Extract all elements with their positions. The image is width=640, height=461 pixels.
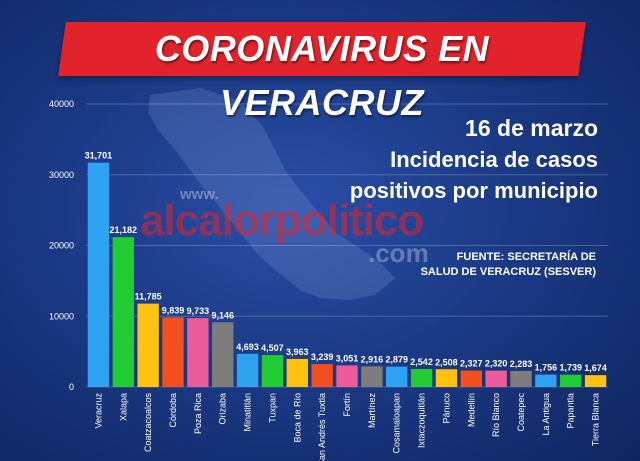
- bar-value-label: 9,839: [162, 305, 185, 315]
- bar-value-label: 3,963: [286, 347, 309, 357]
- x-category-label: Córdoba: [168, 393, 178, 428]
- bar-value-label: 2,916: [361, 354, 384, 364]
- x-category-label: Minatitlán: [243, 393, 253, 432]
- x-category-label: Fortín: [342, 393, 352, 417]
- bar: [361, 366, 383, 387]
- bar-value-label: 2,508: [435, 357, 458, 367]
- bar-value-label: 3,051: [336, 353, 359, 363]
- bar-value-label: 31,701: [85, 151, 113, 161]
- x-category-label: Poza Rica: [193, 393, 203, 434]
- bar: [336, 365, 358, 387]
- bar-value-label: 2,879: [385, 355, 408, 365]
- x-category-label: Xalapa: [118, 393, 128, 421]
- x-category-label: Coatzacoalcos: [143, 393, 153, 453]
- x-category-label: Río Blanco: [491, 393, 501, 437]
- bar: [212, 322, 234, 387]
- bar-value-label: 11,785: [135, 292, 162, 302]
- x-category-label: Martínez: [367, 393, 377, 429]
- x-category-label: Boca de Río: [292, 393, 302, 443]
- watermark-logo-text: alcalorpolitico: [140, 196, 424, 245]
- bar-value-label: 1,756: [535, 363, 558, 373]
- y-tick-label: 20000: [49, 241, 74, 251]
- bar: [435, 369, 458, 387]
- bar: [137, 303, 159, 387]
- bar-value-label: 2,320: [485, 359, 508, 369]
- date-label: 16 de marzo: [465, 115, 598, 141]
- bar-value-label: 1,739: [559, 363, 582, 373]
- bar: [236, 353, 259, 387]
- x-category-label: Orizaba: [218, 393, 228, 425]
- page-title: CORONAVIRUS EN VERACRUZ: [154, 28, 490, 123]
- bar: [286, 358, 308, 387]
- bar-value-label: 3,239: [311, 352, 334, 362]
- bar: [584, 375, 607, 387]
- bar: [510, 370, 532, 387]
- bar-value-label: 4,693: [236, 342, 259, 352]
- bar-value-label: 4,507: [261, 343, 284, 353]
- bar: [535, 374, 557, 387]
- bar: [187, 318, 209, 387]
- bar: [261, 355, 284, 387]
- x-category-label: Tierra Blanca: [591, 393, 601, 446]
- x-category-label: La Antigua: [541, 393, 551, 436]
- bar: [560, 374, 582, 387]
- bar: [87, 162, 110, 387]
- x-category-label: Tuxpan: [267, 393, 277, 423]
- bar-value-label: 2,327: [460, 359, 483, 369]
- bar: [162, 317, 184, 387]
- bar: [410, 369, 433, 387]
- subtitle-line-2: positivos por municipio: [349, 178, 598, 203]
- x-category-label: Coatepec: [516, 393, 526, 432]
- source-line-2: SALUD DE VERACRUZ (SESVER): [420, 266, 596, 278]
- y-tick-label: 0: [69, 382, 74, 392]
- bar-value-label: 9,733: [187, 306, 210, 316]
- bar: [485, 370, 507, 387]
- source-line-1: FUENTE: SECRETARÍA DE: [456, 251, 596, 263]
- bar-value-label: 9,146: [211, 310, 234, 320]
- bar: [311, 364, 333, 387]
- bar: [460, 370, 482, 387]
- subtitle-line-1: Incidencia de casos: [390, 147, 598, 172]
- x-category-label: Papantla: [566, 393, 576, 429]
- bar-value-label: 2,542: [410, 357, 433, 367]
- bar-value-label: 1,674: [584, 363, 607, 373]
- bar: [112, 237, 134, 387]
- y-tick-label: 30000: [49, 170, 74, 180]
- bar-value-label: 21,182: [110, 225, 138, 235]
- x-category-label: Veracruz: [93, 393, 103, 429]
- y-tick-label: 40000: [49, 99, 74, 109]
- x-category-label: San Andrés Tuxtla: [317, 393, 327, 461]
- x-category-label: Ixtaczoquitlán: [417, 393, 427, 448]
- x-category-label: Pánuco: [441, 393, 451, 424]
- x-category-label: Medellín: [466, 393, 476, 427]
- watermark-suffix: .com: [368, 238, 429, 268]
- bar: [386, 366, 408, 387]
- x-category-label: Cosamaloapan: [392, 393, 402, 454]
- bar-value-label: 2,283: [510, 359, 533, 369]
- watermark-prefix: www.: [180, 186, 219, 203]
- y-tick-label: 10000: [49, 311, 74, 321]
